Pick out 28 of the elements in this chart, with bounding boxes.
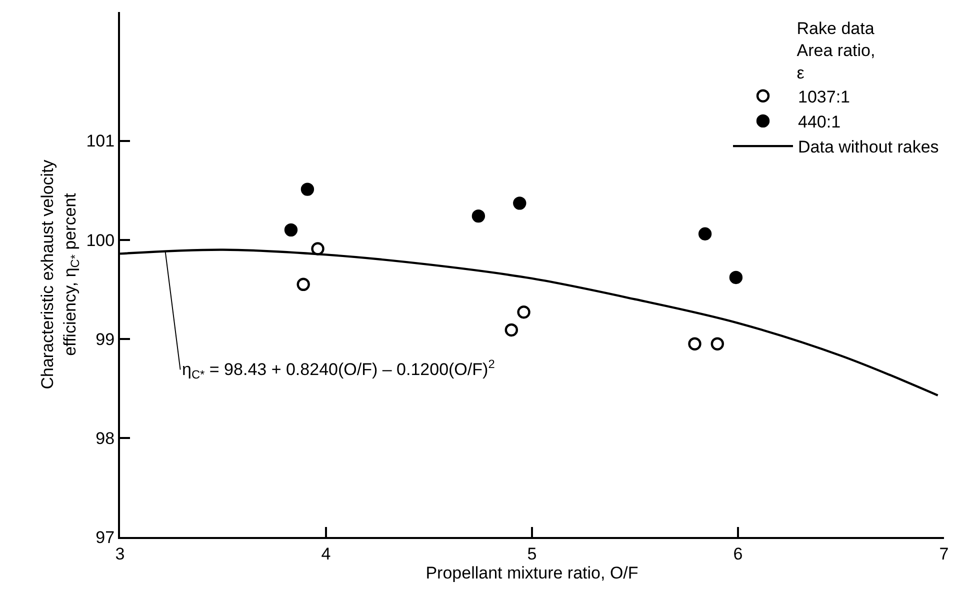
- x-tick-label: 6: [733, 544, 743, 564]
- point: [517, 306, 530, 319]
- point: [710, 337, 724, 350]
- y-tick-label: 98: [96, 428, 115, 448]
- point: [472, 209, 486, 223]
- x-tick-label: 4: [321, 544, 331, 564]
- point: [513, 196, 526, 210]
- annotation: η$_{C*}$ = 98.43 + 0.8240(O/F) – 0.1200(O/F)$^{2}$: [182, 357, 496, 382]
- legend-title: Rake data Area ratio, ε: [796, 19, 876, 82]
- x-tick-label: 7: [939, 544, 949, 564]
- point: [300, 182, 314, 196]
- y-tick-label: 99: [96, 330, 115, 349]
- point: [311, 242, 324, 256]
- legend-label: Data without rakes: [798, 138, 939, 157]
- point: [729, 270, 743, 284]
- x-tick-label: 3: [115, 544, 125, 564]
- point: [698, 227, 712, 240]
- x-axis-title: Propellant mixture ratio, O/F: [426, 563, 638, 582]
- x-tick-label: 5: [527, 544, 537, 564]
- point: [284, 223, 298, 237]
- point: [296, 278, 310, 292]
- point: [504, 323, 518, 337]
- y-tick-label: 97: [96, 528, 115, 547]
- y-tick-label: 101: [86, 132, 115, 151]
- y-tick-label: 100: [86, 230, 115, 250]
- legend-label: 440:1: [798, 112, 841, 132]
- point: [688, 337, 702, 350]
- legend-label: 1037:1: [798, 87, 850, 106]
